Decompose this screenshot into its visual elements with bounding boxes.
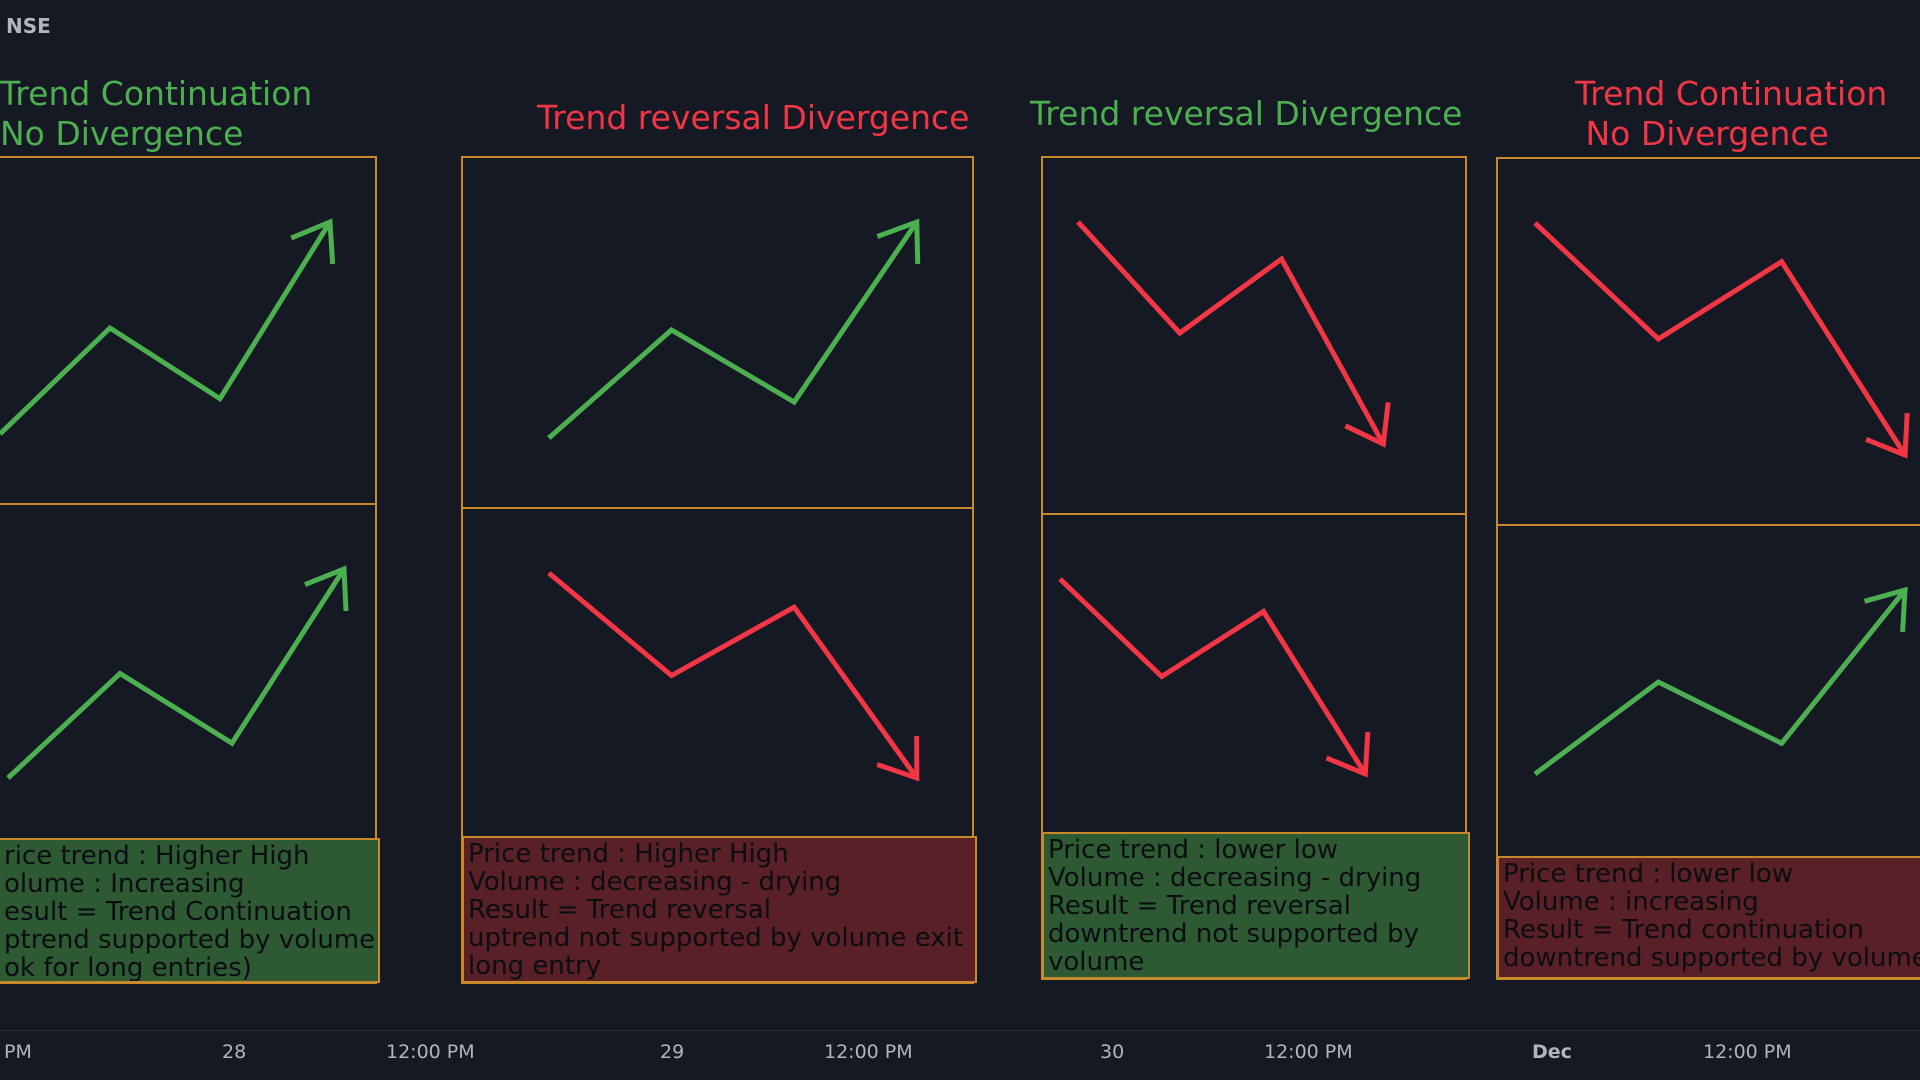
panel-1-volume-pane (0, 503, 377, 984)
panel-2-price-pane (461, 156, 974, 509)
panel-1-note-line: olume : Increasing (4, 869, 245, 899)
x-axis-tick-label: 28 (222, 1041, 247, 1063)
panel-4-note-line: Volume : increasing (1503, 887, 1759, 917)
panel-2-volume-arrow-arrowhead (876, 735, 920, 782)
panel-3-note-line: downtrend not supported by (1048, 919, 1420, 949)
panel-4-volume-arrow (1533, 586, 1908, 777)
panel-4-volume-pane (1496, 524, 1920, 980)
x-axis-tick-label: 29 (660, 1041, 685, 1063)
panel-2-note-line: Volume : decreasing - drying (468, 867, 842, 897)
panel-4-title-line: Trend Continuation (1575, 74, 1888, 113)
panel-3-price-arrow-line (1076, 220, 1386, 446)
panel-3-price-pane (1041, 156, 1467, 515)
panel-1-price-arrow (0, 218, 336, 436)
panel-4-price-arrow (1533, 221, 1910, 459)
panel-2-note-line: Price trend : Higher High (468, 839, 789, 869)
x-axis-tick-label: PM (4, 1041, 32, 1063)
panel-4-title: Trend Continuation No Divergence (1575, 74, 1887, 154)
x-axis-tick-label: 12:00 PM (824, 1041, 913, 1063)
panel-2-title: Trend reversal Divergence (537, 98, 969, 138)
panel-4-note-line: downtrend supported by volume (1503, 943, 1920, 973)
x-axis-tick-label: Dec (1532, 1041, 1572, 1063)
panel-2-note-line: uptrend not supported by volume exit (468, 923, 964, 953)
panel-3-title: Trend reversal Divergence (1030, 94, 1462, 134)
panel-1-note-line: rice trend : Higher High (4, 841, 310, 871)
panel-4-price-arrow-line (1533, 221, 1908, 457)
panel-4-volume-arrow-arrowhead (1863, 586, 1908, 633)
panel-2-price-arrow (547, 218, 921, 440)
panel-2-title-line: Trend reversal Divergence (537, 98, 970, 137)
x-axis-tick-label: 30 (1100, 1041, 1125, 1063)
panel-3-note-line: volume (1048, 947, 1145, 977)
panel-2-volume-pane (461, 507, 974, 984)
panel-1-title: Trend Continuation No Divergence (0, 74, 312, 154)
panel-4-note-line: Price trend : lower low (1503, 859, 1794, 889)
panel-3-note: Price trend : lower low Volume : decreasi… (1042, 832, 1470, 979)
panel-3-note-line: Volume : decreasing - drying (1048, 863, 1422, 893)
panel-1-note-line: ok for long entries) (4, 953, 252, 983)
x-axis-tick-label: 12:00 PM (386, 1041, 475, 1063)
panel-4-price-arrow-arrowhead (1865, 412, 1910, 459)
panel-1-note-line: esult = Trend Continuation (4, 897, 352, 927)
panel-3-volume-arrow-arrowhead (1325, 731, 1371, 778)
panel-2-note-line: long entry (468, 951, 602, 981)
panel-1-note-line: ptrend supported by volume (4, 925, 376, 955)
panel-3-price-arrow-arrowhead (1344, 401, 1391, 448)
panel-3-volume-arrow (1058, 577, 1371, 778)
panel-2-note-line: Result = Trend reversal (468, 895, 771, 925)
panel-1-price-pane (0, 156, 377, 505)
panel-2-price-arrow-arrowhead (876, 218, 921, 265)
panel-1-title-line: Trend Continuation (0, 74, 313, 113)
panel-1-volume-arrow-line (6, 567, 347, 780)
panel-4-price-pane (1496, 157, 1920, 526)
panel-2-note: Price trend : Higher High Volume : decrea… (462, 836, 977, 983)
panel-1-volume-arrow (6, 565, 349, 780)
x-axis-tick-label: 12:00 PM (1264, 1041, 1353, 1063)
panel-4-note-line: Result = Trend continuation (1503, 915, 1864, 945)
panel-4-title-line: No Divergence (1575, 114, 1829, 153)
panel-2-volume-arrow (547, 571, 920, 782)
panel-3-volume-arrow-line (1058, 577, 1368, 776)
panel-3-title-line: Trend reversal Divergence (1030, 94, 1463, 133)
panel-3-note-line: Result = Trend reversal (1048, 891, 1351, 921)
x-axis-tick-label: 12:00 PM (1703, 1041, 1792, 1063)
panel-2-price-arrow-line (547, 220, 919, 440)
panel-1-volume-arrow-arrowhead (304, 565, 349, 612)
panel-1-price-arrow-arrowhead (290, 218, 336, 265)
time-axis-line (0, 1030, 1920, 1031)
panel-1-price-arrow-line (0, 220, 333, 436)
panel-2-volume-arrow-line (547, 571, 919, 780)
panel-3-note-line: Price trend : lower low (1048, 835, 1339, 865)
panel-4-volume-arrow-line (1533, 588, 1907, 777)
panel-1-title-line: No Divergence (0, 114, 244, 153)
panel-4-note: Price trend : lower low Volume : increasi… (1497, 856, 1920, 979)
panel-3-volume-pane (1041, 513, 1467, 980)
panel-3-price-arrow (1076, 220, 1391, 448)
exchange-label: NSE (6, 14, 51, 38)
panel-1-note: rice trend : Higher High olume : Increasi… (0, 838, 380, 983)
